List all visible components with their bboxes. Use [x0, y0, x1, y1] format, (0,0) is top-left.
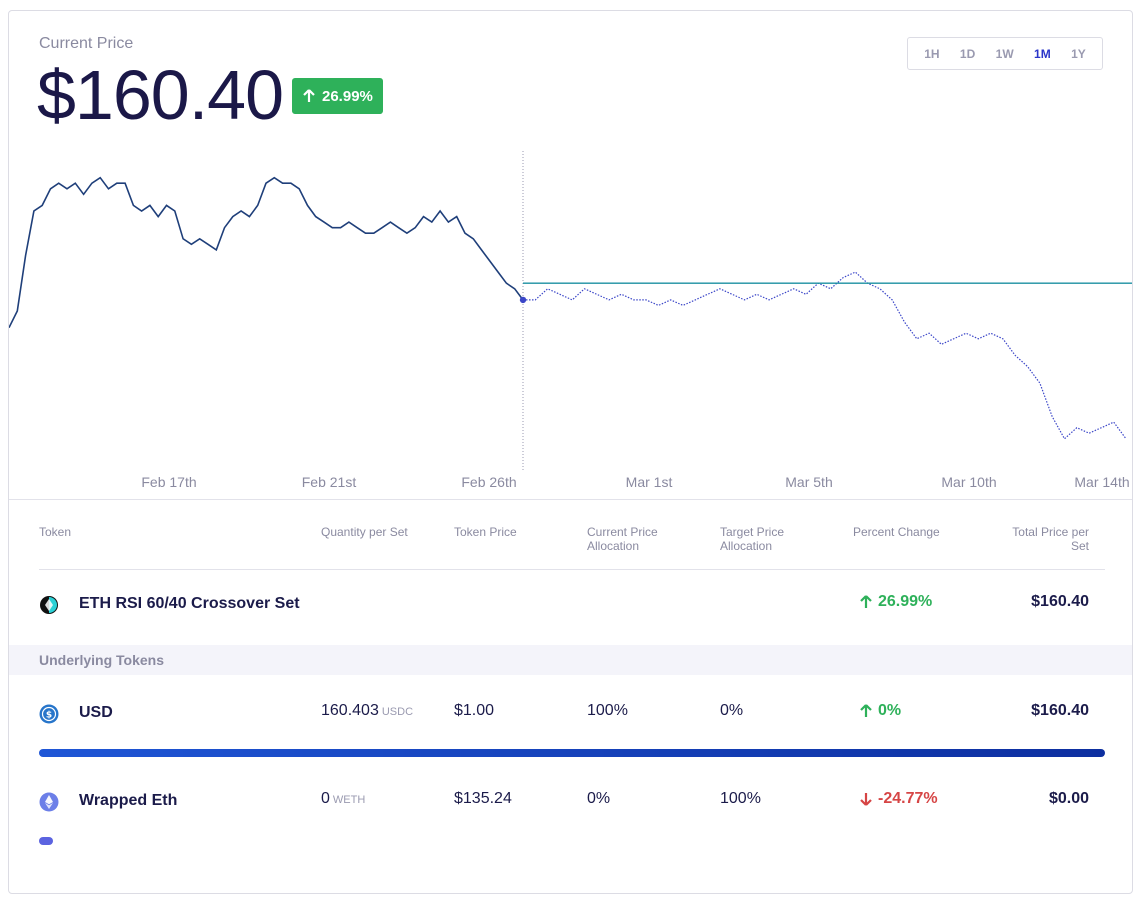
set-total-price: $160.40 — [1031, 593, 1089, 610]
timeframe-1w[interactable]: 1W — [995, 46, 1014, 61]
allocation-bar-usd — [39, 749, 1105, 757]
underlying-tokens-label: Underlying Tokens — [39, 652, 164, 668]
x-tick-label: Feb 26th — [461, 474, 516, 490]
timeframe-1h[interactable]: 1H — [924, 46, 940, 61]
token-quantity-weth: 0 WETH — [321, 790, 365, 808]
set-name: ETH RSI 60/40 Crossover Set — [79, 595, 300, 612]
allocation-bar-weth — [39, 837, 1105, 845]
header-total-price: Total Price per Set — [1012, 525, 1089, 553]
arrow-up-icon — [303, 89, 315, 102]
header-token: Token — [39, 525, 72, 539]
timeframe-1d[interactable]: 1D — [959, 46, 976, 61]
chart-divider — [9, 499, 1132, 500]
percent-change-weth: -24.77% — [859, 790, 938, 808]
token-price-usd: $1.00 — [454, 702, 495, 719]
quantity-value: 0 — [321, 790, 330, 807]
series-projected-line — [523, 271, 1127, 440]
eth-rsi-set-icon — [40, 596, 58, 614]
x-tick-label: Mar 14th — [1074, 474, 1129, 490]
header-target-allocation: Target Price Allocation — [720, 525, 785, 553]
header-divider — [39, 569, 1105, 570]
set-percent-change: 26.99% — [859, 593, 932, 611]
hover-point — [519, 296, 527, 304]
price-chart[interactable]: Feb 17th Feb 21st Feb 26th Mar 1st Mar 5th Ma… — [9, 141, 1133, 501]
token-name-usd: USD — [79, 704, 113, 721]
allocation-bar-fill — [39, 749, 1105, 757]
usdc-icon: $ — [39, 704, 59, 724]
header-current-allocation: Current Price Allocation — [587, 525, 658, 553]
underlying-tokens-section: Underlying Tokens — [9, 645, 1132, 675]
percent-change-value: 0% — [878, 702, 902, 719]
quantity-value: 160.403 — [321, 702, 379, 719]
x-tick-label: Mar 10th — [941, 474, 996, 490]
arrow-up-icon — [860, 595, 872, 608]
price-card: Current Price $160.40 26.99% 1H 1D 1W 1M… — [8, 10, 1133, 894]
set-percent-change-value: 26.99% — [878, 593, 933, 610]
header-percent-change: Percent Change — [853, 525, 940, 539]
arrow-up-icon — [860, 704, 872, 717]
weth-icon — [39, 792, 59, 812]
quantity-unit: WETH — [332, 794, 366, 806]
header-quantity: Quantity per Set — [321, 525, 408, 539]
total-price-weth: $0.00 — [1048, 790, 1089, 807]
series-historical-line — [9, 176, 524, 329]
timeframe-1m[interactable]: 1M — [1034, 46, 1051, 61]
target-allocation-weth: 100% — [720, 790, 761, 807]
header-token-price: Token Price — [454, 525, 517, 539]
token-price-weth: $135.24 — [454, 790, 512, 807]
total-price-usd: $160.40 — [1031, 702, 1089, 719]
price-change-value: 26.99% — [322, 87, 373, 105]
current-allocation-usd: 100% — [587, 702, 628, 719]
current-price-label: Current Price — [39, 35, 134, 52]
token-quantity-usd: 160.403 USDC — [321, 702, 413, 720]
percent-change-usd: 0% — [859, 702, 901, 720]
x-tick-label: Feb 21st — [302, 474, 357, 490]
token-name-weth: Wrapped Eth — [79, 792, 178, 809]
svg-text:$: $ — [46, 711, 52, 721]
x-tick-label: Mar 1st — [626, 474, 673, 490]
timeframe-selector: 1H 1D 1W 1M 1Y — [907, 37, 1103, 70]
price-change-badge: 26.99% — [292, 78, 383, 114]
quantity-unit: USDC — [381, 706, 414, 718]
current-price: $160.40 — [37, 56, 284, 134]
allocation-bar-fill — [39, 837, 53, 845]
percent-change-value: -24.77% — [878, 790, 938, 807]
arrow-down-icon — [860, 793, 872, 806]
current-allocation-weth: 0% — [587, 790, 611, 807]
x-tick-label: Mar 5th — [785, 474, 832, 490]
x-tick-label: Feb 17th — [141, 474, 196, 490]
timeframe-1y[interactable]: 1Y — [1071, 46, 1086, 61]
target-allocation-usd: 0% — [720, 702, 744, 719]
